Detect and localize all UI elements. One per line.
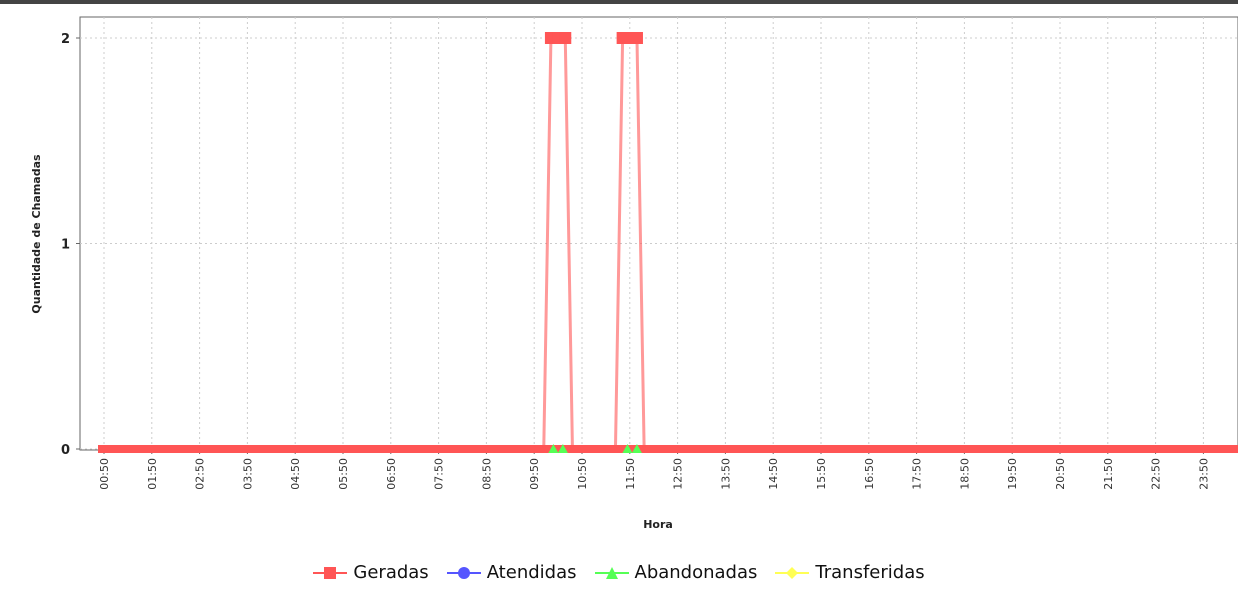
legend-item-geradas: Geradas [313,562,429,583]
x-tick-label: 17:50 [911,458,924,490]
legend-label: Transferidas [815,562,925,583]
x-tick-label: 19:50 [1006,458,1019,490]
legend-swatch-square-icon [313,566,348,579]
y-axis-ticks: 0 1 2 [61,32,80,458]
x-tick-label: 05:50 [337,458,350,490]
x-tick-label: 08:50 [480,458,493,490]
x-tick-label: 03:50 [241,458,254,490]
x-tick-label: 10:50 [576,458,589,490]
x-tick-label: 11:50 [624,458,637,490]
data-point-abandonadas [631,444,642,453]
x-tick-label: 16:50 [863,458,876,490]
data-point-geradas [630,32,643,44]
legend-item-atendidas: Atendidas [446,562,577,583]
legend-label: Abandonadas [634,562,758,583]
data-point-geradas [559,32,572,44]
x-axis-label: Hora [643,518,673,531]
legend-swatch-diamond-icon [775,566,810,579]
y-tick-label: 0 [61,443,70,458]
y-axis-label: Quantidade de Chamadas [30,154,43,314]
x-tick-label: 04:50 [289,458,302,490]
x-tick-label: 00:50 [98,458,111,490]
x-tick-label: 14:50 [767,458,780,490]
y-tick-label: 1 [61,238,70,253]
series-layer [98,32,1238,453]
legend-marker [457,566,470,579]
x-tick-label: 23:50 [1197,458,1210,490]
data-point-abandonadas [557,444,568,453]
plot-area [79,16,1238,451]
x-tick-label: 21:50 [1102,458,1115,490]
grid [80,17,1238,450]
line-chart: 012 00:50 01:50 02:50 03:50 04:50 05:50 06:50 0… [0,0,1238,531]
legend-marker [786,566,799,579]
x-tick-label: 22:50 [1150,458,1163,490]
legend: Geradas Atendidas Abandonadas Transferidas [0,562,1238,583]
x-tick-label: 15:50 [815,458,828,490]
x-tick-label: 06:50 [385,458,398,490]
data-point-abandonadas [548,444,559,453]
data-point-abandonadas [622,444,633,453]
x-tick-label: 07:50 [433,458,446,490]
legend-item-transferidas: Transferidas [775,562,925,583]
x-tick-label: 18:50 [958,458,971,490]
legend-label: Atendidas [486,562,577,583]
y-tick-label: 2 [61,32,70,47]
legend-swatch-triangle-icon [594,566,629,579]
legend-marker [324,566,337,579]
x-tick-label: 01:50 [146,458,159,490]
x-tick-label: 02:50 [194,458,207,490]
x-tick-label: 13:50 [719,458,732,490]
x-tick-label: 20:50 [1054,458,1067,490]
x-axis-ticks: 00:50 01:50 02:50 03:50 04:50 05:50 06:50 07:50… [98,450,1210,490]
legend-label: Geradas [353,562,429,583]
legend-marker [605,566,618,579]
top-border [0,0,1238,4]
legend-swatch-circle-icon [446,566,481,579]
legend-item-abandonadas: Abandonadas [594,562,758,583]
x-tick-label: 09:50 [528,458,541,490]
x-tick-label: 12:50 [672,458,685,490]
